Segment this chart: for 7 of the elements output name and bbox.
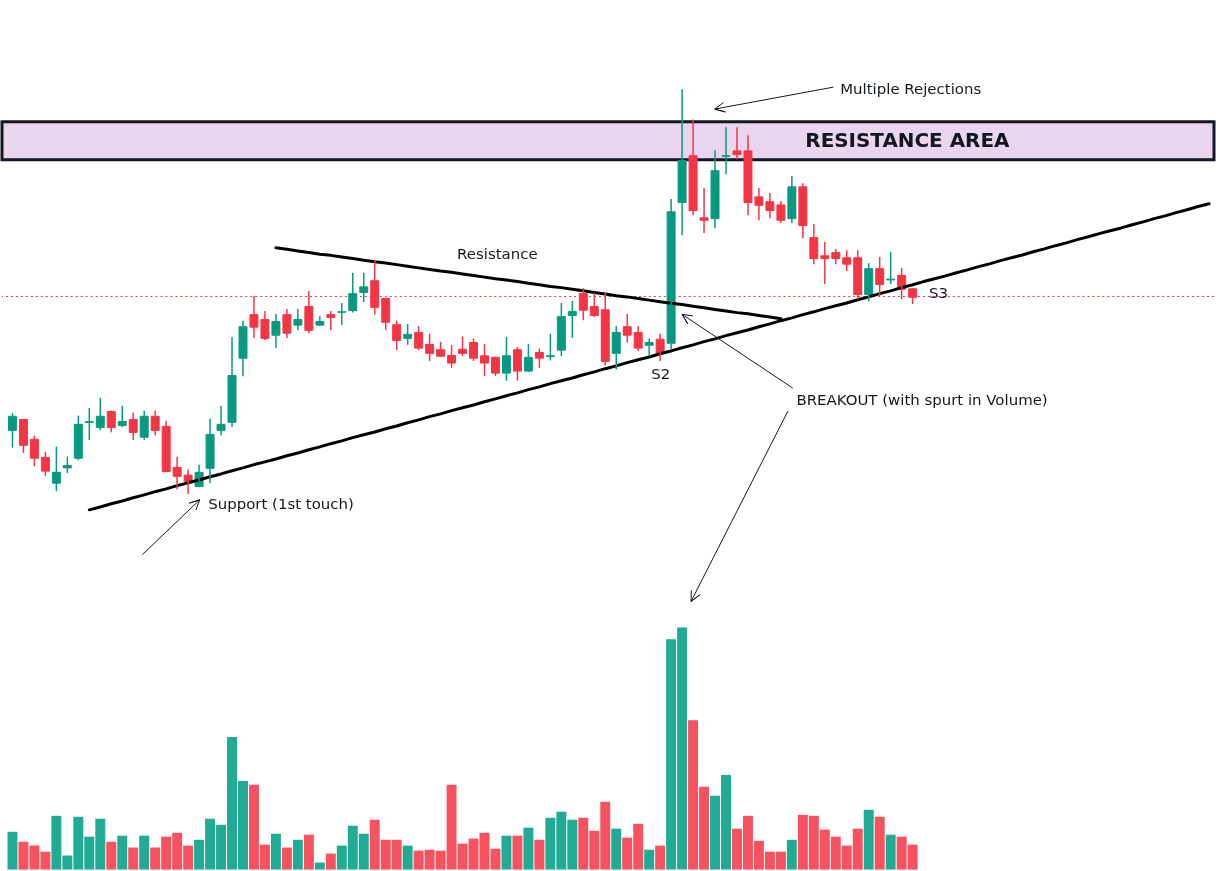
annotation: S3 [928,284,948,303]
annotation: Multiple Rejections [840,80,982,99]
annotation: Resistance [457,244,538,263]
annotation: S2 [651,365,671,384]
band-label: RESISTANCE AREA [805,128,1011,152]
text: Support (1st touch) [208,494,354,513]
annotation: BREAKOUT (with spurt in Volume) [796,391,1048,410]
